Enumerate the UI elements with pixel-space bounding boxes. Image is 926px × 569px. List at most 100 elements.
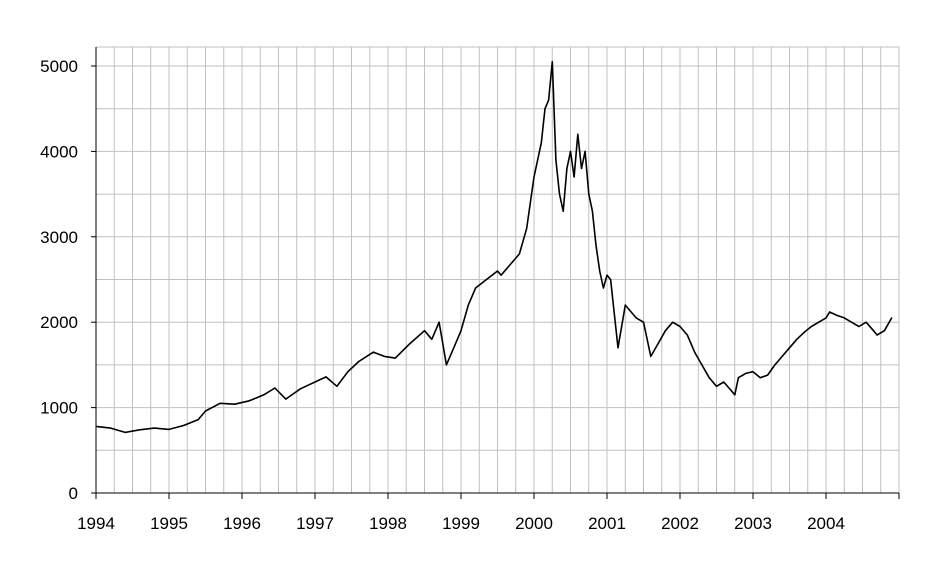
data-point bbox=[551, 61, 553, 63]
data-point bbox=[325, 376, 327, 378]
series-layer bbox=[95, 60, 893, 434]
data-point bbox=[168, 428, 170, 430]
data-point bbox=[635, 317, 637, 319]
data-point bbox=[533, 176, 535, 178]
data-point bbox=[347, 371, 349, 373]
data-point bbox=[95, 425, 97, 427]
data-point bbox=[566, 167, 568, 170]
y-tick-label: 2000 bbox=[40, 313, 78, 332]
data-point bbox=[274, 387, 276, 389]
data-point bbox=[657, 343, 659, 345]
data-point bbox=[599, 270, 601, 272]
data-point bbox=[595, 244, 597, 246]
data-point bbox=[723, 381, 725, 383]
data-point bbox=[314, 381, 316, 383]
data-point bbox=[737, 377, 740, 379]
data-point bbox=[788, 347, 791, 349]
data-point bbox=[701, 364, 703, 366]
data-point bbox=[526, 227, 528, 229]
data-point bbox=[876, 334, 878, 336]
data-point bbox=[610, 278, 612, 281]
data-point bbox=[234, 403, 236, 405]
data-point bbox=[544, 108, 546, 110]
data-point bbox=[584, 150, 586, 152]
data-point bbox=[624, 304, 626, 306]
data-point bbox=[299, 388, 301, 390]
data-point bbox=[891, 317, 893, 319]
data-point bbox=[781, 355, 783, 357]
data-point bbox=[496, 270, 499, 272]
data-point bbox=[872, 330, 875, 332]
data-point bbox=[558, 193, 561, 195]
y-tick-label: 4000 bbox=[40, 142, 78, 161]
data-point bbox=[858, 325, 860, 328]
data-point bbox=[442, 343, 444, 345]
data-point bbox=[445, 364, 447, 366]
data-point bbox=[139, 429, 141, 431]
data-point bbox=[555, 159, 557, 161]
data-point bbox=[540, 142, 542, 144]
data-point bbox=[383, 355, 385, 357]
x-tick-label: 1999 bbox=[442, 514, 480, 533]
tick-label-layer: 0 1000 2000 3000 4000 5000 1994 1995 1996 1997 199… bbox=[40, 57, 845, 533]
data-point bbox=[803, 331, 805, 333]
data-point bbox=[686, 334, 688, 336]
data-point bbox=[774, 364, 776, 366]
data-point bbox=[825, 317, 827, 319]
data-point bbox=[248, 400, 250, 402]
data-point bbox=[500, 274, 502, 276]
data-point bbox=[219, 402, 221, 404]
x-tick-label: 1998 bbox=[369, 514, 407, 533]
x-tick-label: 2000 bbox=[515, 514, 553, 533]
data-point bbox=[883, 330, 886, 332]
data-point bbox=[708, 377, 710, 379]
series-line bbox=[95, 60, 893, 434]
data-point bbox=[730, 389, 732, 392]
data-point bbox=[679, 325, 681, 328]
data-point bbox=[694, 351, 696, 353]
data-point bbox=[431, 338, 433, 340]
data-point bbox=[617, 347, 619, 349]
data-point bbox=[263, 394, 265, 396]
data-point bbox=[606, 274, 608, 276]
data-point bbox=[829, 311, 831, 313]
x-tick-label: 2001 bbox=[588, 514, 626, 533]
x-tick-label: 1995 bbox=[150, 514, 188, 533]
data-point bbox=[475, 287, 477, 289]
data-point bbox=[715, 385, 718, 387]
data-point bbox=[588, 193, 590, 195]
data-point bbox=[843, 317, 845, 319]
data-point bbox=[810, 325, 813, 328]
grid-layer bbox=[96, 46, 900, 493]
x-tick-label: 2004 bbox=[807, 514, 845, 533]
data-point bbox=[664, 330, 667, 332]
data-point bbox=[562, 210, 564, 212]
data-point bbox=[511, 261, 513, 263]
data-point bbox=[153, 427, 155, 429]
data-point bbox=[197, 419, 199, 421]
data-point bbox=[204, 410, 207, 412]
data-point bbox=[759, 377, 761, 379]
axis-layer bbox=[91, 47, 900, 499]
data-point bbox=[642, 321, 645, 323]
data-point bbox=[602, 287, 605, 289]
data-point bbox=[591, 210, 594, 212]
data-point bbox=[672, 321, 674, 323]
data-point bbox=[358, 360, 360, 363]
data-point bbox=[409, 343, 411, 345]
x-tick-label: 2003 bbox=[734, 514, 772, 533]
data-point bbox=[577, 133, 579, 135]
data-point bbox=[285, 398, 287, 400]
data-point bbox=[796, 338, 798, 340]
data-point bbox=[767, 374, 769, 376]
data-point bbox=[573, 176, 575, 178]
data-point bbox=[548, 99, 550, 101]
y-tick-label: 5000 bbox=[40, 57, 78, 76]
data-point bbox=[394, 357, 396, 359]
data-point bbox=[372, 351, 374, 353]
data-point bbox=[485, 278, 488, 281]
data-point bbox=[467, 304, 469, 306]
data-point bbox=[650, 355, 652, 357]
